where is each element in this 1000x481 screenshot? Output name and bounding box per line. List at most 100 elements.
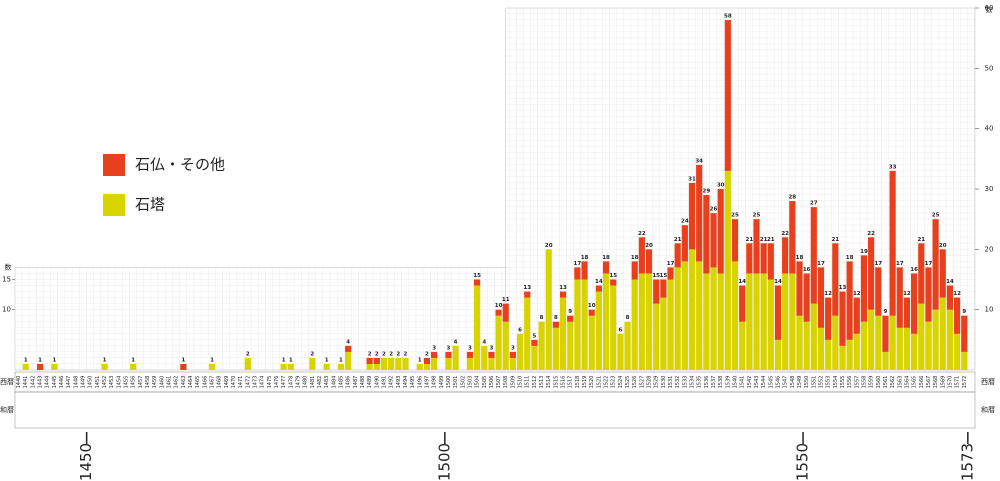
bar-segment — [474, 279, 481, 286]
bar-segment — [882, 315, 889, 352]
year-label: 1456 — [131, 376, 137, 389]
bar-segment — [610, 285, 617, 370]
x-tick-label: 1573 — [958, 443, 976, 481]
bar-segment — [660, 279, 667, 298]
total-label: 21 — [917, 237, 925, 243]
bar-segment — [674, 243, 681, 268]
bar-segment — [911, 273, 918, 334]
bar-segment — [423, 357, 431, 364]
bar-segment — [452, 345, 459, 370]
bar-segment — [588, 309, 595, 316]
bar-segment — [817, 267, 825, 328]
year-label: 1511 — [525, 376, 531, 389]
bar-segment — [495, 309, 502, 316]
bar-segment — [839, 345, 846, 370]
total-label: 10 — [495, 303, 503, 309]
bar-segment — [395, 357, 402, 370]
year-label: 1467 — [210, 376, 216, 389]
bar-segment — [466, 357, 474, 370]
year-label: 1561 — [883, 376, 889, 389]
year-label: 1567 — [926, 376, 932, 389]
year-label: 1559 — [869, 376, 875, 389]
total-label: 21 — [760, 237, 768, 243]
year-label: 1475 — [267, 376, 273, 389]
bar-segment — [782, 237, 789, 274]
y-tick-label: 10 — [2, 306, 11, 314]
total-label: 9 — [884, 309, 888, 315]
bar-segment — [667, 267, 674, 280]
bar-segment — [488, 357, 495, 370]
year-label: 1521 — [596, 376, 602, 389]
year-label: 1540 — [733, 376, 739, 389]
year-label: 1569 — [940, 376, 946, 389]
bar-segment — [681, 225, 688, 262]
bar-segment — [610, 279, 617, 286]
total-label: 17 — [817, 261, 825, 267]
bar-segment — [789, 201, 796, 274]
bar-segment — [509, 357, 516, 370]
total-label: 24 — [681, 219, 689, 225]
total-label: 26 — [710, 207, 718, 213]
year-label: 1446 — [59, 376, 65, 389]
year-label: 1531 — [668, 376, 674, 389]
total-label: 1 — [103, 357, 107, 363]
year-label: 1544 — [761, 376, 767, 389]
bar-segment — [717, 189, 724, 274]
year-label: 1535 — [697, 376, 703, 389]
bar-segment — [366, 363, 373, 370]
total-label: 58 — [724, 14, 732, 20]
legend-label: 石塔 — [135, 196, 165, 214]
bar-segment — [531, 345, 538, 370]
bar-segment — [559, 297, 567, 370]
year-label: 1547 — [783, 376, 789, 389]
year-label: 1523 — [611, 376, 617, 389]
year-label: 1485 — [338, 376, 344, 389]
year-label: 1470 — [231, 376, 237, 389]
bar-segment — [524, 291, 531, 298]
bar-segment — [345, 345, 352, 352]
bar-segment — [488, 351, 495, 358]
total-label: 1 — [181, 357, 185, 363]
bar-segment — [961, 351, 968, 370]
total-label: 17 — [574, 261, 582, 267]
total-label: 6 — [618, 327, 622, 333]
bar-segment — [903, 327, 911, 370]
bar-segment — [796, 315, 803, 370]
bar-segment — [552, 327, 559, 370]
year-label: 1466 — [202, 376, 208, 389]
bar-segment — [774, 285, 782, 340]
bar-segment — [803, 273, 810, 322]
bar-segment — [595, 291, 602, 370]
bar-segment — [402, 357, 409, 370]
total-label: 12 — [824, 291, 832, 297]
year-label: 1526 — [632, 376, 638, 389]
bar-segment — [724, 20, 731, 171]
year-label: 1458 — [145, 376, 151, 389]
total-label: 2 — [396, 351, 400, 357]
bar-segment — [309, 357, 316, 370]
bar-segment — [516, 333, 524, 370]
bar-segment — [875, 267, 882, 316]
year-label: 1473 — [253, 376, 259, 389]
total-label: 8 — [540, 315, 544, 321]
total-label: 3 — [432, 345, 436, 351]
bar-segment — [868, 309, 875, 370]
bar-segment — [767, 243, 774, 280]
total-label: 15 — [473, 273, 481, 279]
y-tick-label: 60 — [985, 4, 994, 12]
total-label: 33 — [889, 164, 897, 170]
year-label: 1489 — [367, 376, 373, 389]
year-label: 1484 — [331, 376, 337, 389]
year-label: 1550 — [804, 376, 810, 389]
year-label: 1474 — [260, 376, 266, 389]
total-label: 1 — [282, 357, 286, 363]
bar-segment — [101, 363, 108, 370]
year-label: 1487 — [353, 376, 359, 389]
bar-segment — [767, 279, 774, 370]
year-label: 1451 — [95, 376, 101, 389]
bar-segment — [416, 363, 423, 370]
year-label: 1545 — [768, 376, 774, 389]
total-label: 19 — [860, 249, 868, 255]
year-label: 1572 — [962, 376, 968, 389]
year-label: 1551 — [811, 376, 817, 389]
